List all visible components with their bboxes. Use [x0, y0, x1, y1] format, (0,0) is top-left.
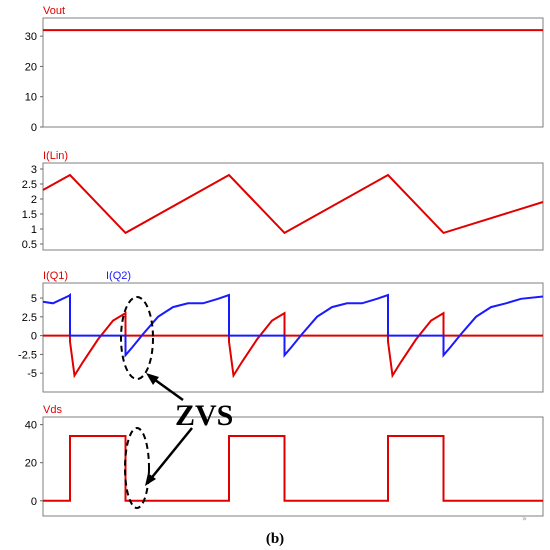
panel-ilin: 0.5 1 1.5 2 2.5 3 [22, 162, 544, 251]
zvs-ellipse-upper [120, 296, 154, 380]
y-tick-label: 20 [25, 61, 37, 73]
zvs-ellipse-lower [124, 427, 150, 509]
series-line-i-q2 [42, 292, 544, 358]
zvs-annotation: ZVS [120, 296, 233, 509]
y-tick-label: 1.5 [22, 209, 37, 221]
plot-frame-iq [42, 282, 544, 393]
plot-frame-vout [42, 17, 544, 128]
y-tick-label: 0 [31, 496, 37, 508]
y-tick-label: 2.5 [22, 312, 37, 324]
y-tick-label: 1 [31, 224, 37, 236]
panels: 0 10 20 30 0.5 1 1.5 2 2.5 3 -5 -2.5 0 2.5 5 0 20 40 [18, 17, 544, 517]
panel-iq: -5 -2.5 0 2.5 5 [18, 282, 544, 393]
y-tick-label: 2.5 [22, 179, 37, 191]
panel-vout: 0 10 20 30 [25, 17, 544, 134]
plot-frame-ilin [42, 162, 544, 251]
zvs-label: ZVS [175, 399, 233, 432]
y-tick-label: 0 [31, 331, 37, 343]
y-tick-label: 0.5 [22, 239, 37, 251]
series-line-i-q1 [43, 311, 543, 379]
panel-title-vout: Vout [43, 5, 65, 17]
panel-title-vds: Vds [43, 404, 62, 416]
panel-title-ilin: I(Lin) [43, 150, 68, 162]
y-tick-label: 0 [31, 122, 37, 134]
y-tick-label: 2 [31, 194, 37, 206]
zvs-arrow-lower [148, 427, 193, 482]
y-tick-label: 20 [25, 458, 37, 470]
y-tick-label: -5 [27, 368, 37, 380]
panel-vds: 0 20 40 [25, 416, 544, 517]
panel-title-iq1: I(Q1) [43, 270, 68, 282]
panel-title-iq2: I(Q2) [106, 270, 131, 282]
y-tick-label: 5 [31, 293, 37, 305]
y-tick-label: -2.5 [18, 349, 37, 361]
zvs-arrowhead-upper [146, 373, 159, 385]
corner-mark: » [522, 514, 527, 523]
y-tick-label: 10 [25, 92, 37, 104]
zvs-arrowhead-lower [145, 473, 156, 486]
series-line-vds [43, 435, 543, 502]
y-tick-label: 40 [25, 420, 37, 432]
y-tick-label: 30 [25, 31, 37, 43]
zvs-arrow-upper [150, 375, 184, 402]
figure-caption: (b) [266, 531, 284, 547]
y-tick-label: 3 [31, 164, 37, 176]
series-line-i-lin [42, 173, 544, 235]
